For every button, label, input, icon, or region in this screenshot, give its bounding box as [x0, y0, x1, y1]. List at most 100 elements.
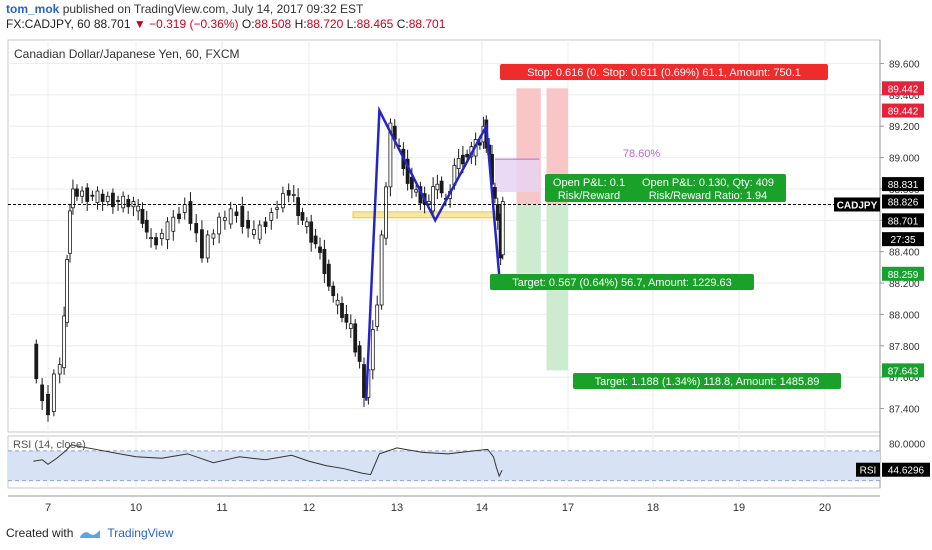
candle-body	[240, 205, 245, 227]
y-tick-label: 87.400	[889, 404, 920, 415]
candle-body	[465, 154, 470, 158]
candle-body	[357, 345, 362, 362]
created-with-text: Created with	[6, 526, 74, 540]
price-tag: 87.643	[888, 366, 919, 377]
tradingview-brand[interactable]: TradingView	[107, 526, 174, 540]
rsi-line	[33, 444, 503, 478]
candle-body	[375, 304, 380, 327]
y-tick-label: 88.200	[889, 279, 920, 290]
candle-body	[34, 343, 39, 380]
y-tick-label: 89.400	[889, 91, 920, 102]
candle-body	[492, 186, 497, 199]
candle-body	[80, 190, 84, 197]
fib-label: 78.60%	[623, 148, 661, 160]
candle-body	[318, 246, 322, 253]
low-value: 88.465	[356, 17, 394, 31]
candle-body	[95, 190, 100, 203]
candle-body	[188, 201, 193, 224]
open-pl-label-2: Risk/Reward Ratio: 1.94	[649, 190, 768, 202]
price-tag-box	[882, 363, 924, 378]
target-label-2-box	[573, 373, 841, 389]
high-label: H:	[294, 17, 307, 31]
candle-body	[280, 193, 285, 209]
price-tag: 88.701	[888, 216, 919, 227]
last-price: 88.701	[93, 17, 131, 31]
x-tick-label: 20	[819, 502, 831, 514]
rsi-value: 44.6296	[888, 466, 925, 477]
x-tick-label: 19	[733, 502, 745, 514]
stop-label-box	[500, 64, 828, 80]
x-tick-label: 10	[130, 502, 142, 514]
price-tag: 88.259	[888, 270, 919, 281]
candle-body	[154, 237, 158, 246]
target-label-1: Target: 0.567 (0.64%) 56.7, Amount: 1229…	[512, 277, 732, 289]
target-label-1-box	[490, 274, 754, 290]
price-tag-box	[882, 213, 924, 228]
publish-info: published on TradingView.com, July 14, 2…	[62, 2, 364, 16]
publish-line: tom_mok published on TradingView.com, Ju…	[6, 2, 363, 16]
open-value: 88.508	[254, 17, 292, 31]
rsi-tag: RSI	[860, 466, 877, 477]
candle-body	[275, 207, 280, 210]
candle-body	[111, 192, 115, 208]
candle-body	[495, 204, 500, 221]
y-tick-label: 89.000	[889, 154, 920, 165]
candle-body	[456, 157, 461, 169]
candle-body	[435, 183, 440, 191]
symbol-label: FX:CADJPY, 60	[6, 17, 91, 31]
candle-body	[263, 221, 268, 227]
tradingview-logo-icon	[80, 530, 101, 538]
close-value: 88.701	[408, 17, 446, 31]
candle-body	[296, 197, 301, 217]
candle-body	[370, 329, 375, 371]
candle-body	[460, 154, 465, 165]
candle-body	[251, 229, 256, 235]
candle-body	[331, 285, 336, 296]
open-pl-label-2: Open P&L: 0.130, Qty: 409	[642, 177, 774, 189]
candle-body	[286, 190, 291, 196]
candle-body	[304, 221, 309, 227]
candle-body	[75, 188, 79, 197]
x-tick-label: 11	[216, 502, 227, 514]
candle-body	[222, 217, 227, 221]
candle-body	[182, 204, 187, 213]
candle-body	[40, 384, 45, 402]
price-tag-box	[882, 81, 924, 96]
candle-body	[100, 193, 105, 202]
target-label-2: Target: 1.188 (1.34%) 118.8, Amount: 148…	[595, 376, 820, 388]
y-tick-label: 89.200	[889, 122, 920, 133]
candle-body	[477, 142, 482, 146]
candle-body	[46, 393, 50, 416]
author-name[interactable]: tom_mok	[6, 2, 60, 16]
fib-zone	[494, 159, 540, 193]
candle-body	[269, 212, 274, 221]
rsi-tag-box	[856, 462, 880, 477]
candle-body	[388, 122, 393, 188]
y-tick-label: 88.400	[889, 248, 920, 259]
rsi-label: RSI (14, close)	[13, 439, 86, 451]
price-pane	[7, 39, 881, 433]
candle-body	[62, 315, 67, 369]
symbol-tag: CADJPY	[837, 200, 878, 211]
candle-body	[322, 248, 327, 275]
candle-body	[200, 229, 204, 259]
price-tag-box	[882, 194, 924, 209]
candle-body	[431, 186, 436, 212]
x-tick-label: 13	[391, 502, 403, 514]
candle-body	[257, 224, 262, 240]
candle-body	[228, 208, 233, 225]
price-change: −0.319 (−0.36%)	[149, 17, 239, 31]
price-tag: 27:35	[890, 235, 915, 246]
candle-body	[414, 189, 419, 193]
price-tag-box	[882, 266, 924, 281]
low-label: L:	[346, 17, 357, 31]
y-tick-label: 89.600	[889, 60, 920, 71]
down-arrow-icon: ▼	[133, 17, 146, 31]
candle-body	[335, 299, 340, 306]
price-tag-box	[882, 232, 924, 247]
candle-body	[116, 200, 120, 202]
footer: Created with TradingView	[6, 526, 173, 540]
price-tag: 89.442	[888, 107, 919, 118]
target-zone	[516, 204, 541, 274]
